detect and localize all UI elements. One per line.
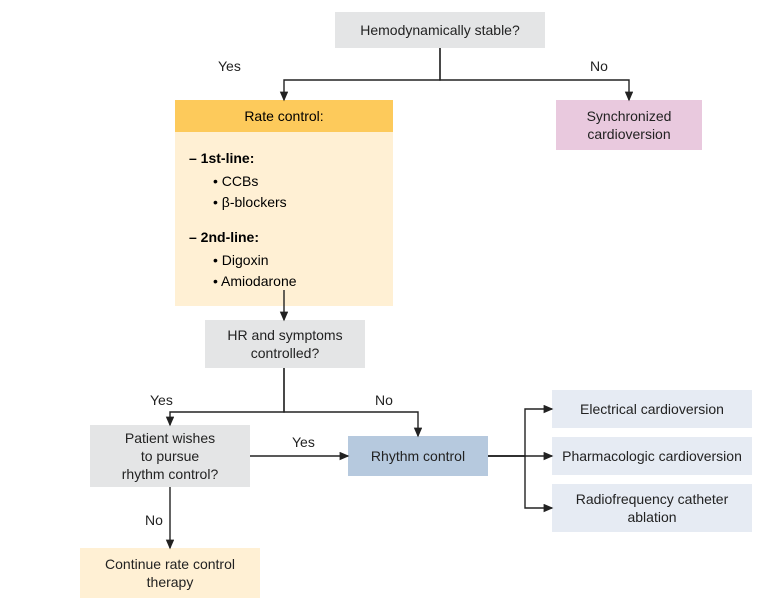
node-label: Rhythm control [371,447,465,465]
node-label-line: Radiofrequency catheter [576,490,729,508]
list-item: CCBs [213,171,379,192]
node-label: Pharmacologic cardioversion [562,447,742,465]
rate-control-title: Rate control: [244,108,323,124]
node-label-line: to pursue [141,447,199,465]
edge-label-q1-yes: Yes [218,58,241,74]
group-list: CCBs β-blockers [189,171,379,213]
list-item: Amiodarone [213,271,379,292]
rate-control-group-1: – 1st-line: CCBs β-blockers [189,148,379,213]
edge-label-q2-no: No [375,392,393,408]
node-label-line: HR and symptoms [227,326,342,344]
list-item: β-blockers [213,192,379,213]
node-label-line: Continue rate control [105,555,235,573]
rate-control-body: – 1st-line: CCBs β-blockers – 2nd-line: … [175,132,393,306]
edge-label-q3-no: No [145,512,163,528]
node-label-line: controlled? [251,344,320,362]
node-patient-wishes-rhythm: Patient wishes to pursue rhythm control? [90,425,250,487]
node-label-line: Patient wishes [125,429,215,447]
edge-label-q1-no: No [590,58,608,74]
list-item: Digoxin [213,250,379,271]
node-continue-rate-control: Continue rate control therapy [80,548,260,598]
node-label-line: ablation [627,508,676,526]
rate-control-header: Rate control: [175,100,393,132]
node-label: Electrical cardioversion [580,400,724,418]
edge-label-q3-yes: Yes [292,434,315,450]
node-electrical-cardioversion: Electrical cardioversion [552,390,752,428]
rate-control-group-2: – 2nd-line: Digoxin Amiodarone [189,227,379,292]
node-radiofrequency-catheter-ablation: Radiofrequency catheter ablation [552,484,752,532]
group-list: Digoxin Amiodarone [189,250,379,292]
group-title: – 1st-line: [189,150,254,166]
node-pharmacologic-cardioversion: Pharmacologic cardioversion [552,437,752,475]
node-label-line: cardioversion [587,125,670,143]
node-hr-symptoms-controlled: HR and symptoms controlled? [205,320,365,368]
node-label-line: rhythm control? [122,465,218,483]
node-label: Hemodynamically stable? [360,21,520,39]
node-label-line: therapy [147,573,194,591]
node-label-line: Synchronized [587,107,672,125]
node-rate-control: Rate control: – 1st-line: CCBs β-blocker… [175,100,393,290]
group-title: – 2nd-line: [189,229,259,245]
node-rhythm-control: Rhythm control [348,436,488,476]
node-synchronized-cardioversion: Synchronized cardioversion [556,100,702,150]
node-hemodynamically-stable: Hemodynamically stable? [335,12,545,48]
edge-label-q2-yes: Yes [150,392,173,408]
